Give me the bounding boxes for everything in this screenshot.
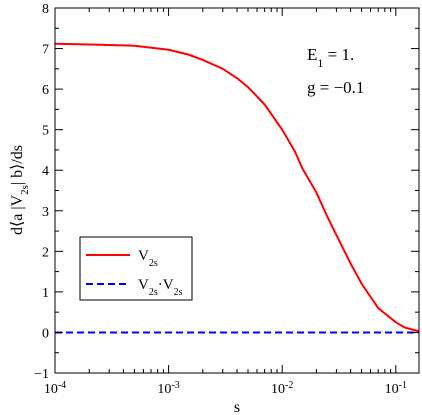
- x-tick-label: 10-3: [157, 380, 179, 398]
- legend-box: [79, 236, 193, 301]
- legend-label-v2s: V2s: [138, 248, 158, 269]
- x-axis-ticks: 10-4 10-3 10-2 10-1: [44, 8, 407, 397]
- annotation-energy: E1 = 1.: [307, 45, 354, 70]
- y-tick-label: 2: [42, 245, 49, 260]
- x-tick-label: 10-4: [44, 380, 66, 398]
- y-tick-label: 8: [42, 2, 49, 17]
- y-tick-label: 0: [42, 326, 49, 341]
- x-tick-label: 10-1: [385, 380, 407, 398]
- y-axis-title: d⟨a |V2s| b⟩/ds: [9, 145, 31, 235]
- legend: V2s V2s·V2s: [79, 236, 193, 301]
- series-line-0: [54, 42, 420, 333]
- y-tick-label: 5: [42, 124, 49, 139]
- x-tick-label: 10-2: [271, 380, 293, 398]
- y-tick-label: 3: [42, 205, 49, 220]
- y-tick-label: 7: [42, 43, 49, 58]
- y-tick-label: 4: [42, 164, 49, 179]
- plot-frame: [54, 7, 420, 374]
- y-axis-ticks: −1 0 1 2 3 4 5 6 7 8: [34, 2, 419, 382]
- legend-label-v2s-v2s: V2s·V2s: [138, 277, 183, 298]
- plot-lines: [54, 42, 420, 334]
- x-axis-title: s: [234, 399, 240, 415]
- y-tick-label: 6: [42, 83, 49, 98]
- annotation-coupling: g = −0.1: [307, 78, 364, 97]
- y-tick-label: 1: [42, 286, 49, 301]
- y-tick-label: −1: [34, 367, 49, 382]
